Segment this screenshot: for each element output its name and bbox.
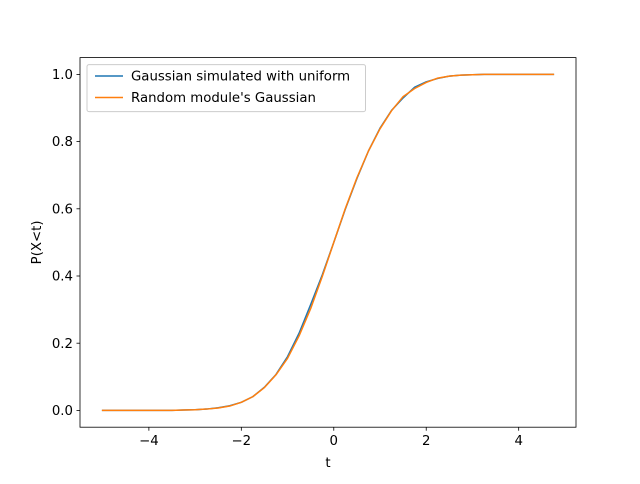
- y-tick-label: 0.6: [52, 202, 73, 217]
- series-line-1: [101, 73, 555, 412]
- legend: Gaussian simulated with uniform Random m…: [86, 64, 366, 113]
- x-tick-label: 4: [514, 434, 522, 449]
- plot-frame: [79, 57, 577, 428]
- y-axis-label: P(X<t): [30, 220, 45, 264]
- legend-box: [86, 64, 366, 113]
- y-axis-ticks: 0.0 0.2 0.4 0.6 0.8 1.0: [52, 68, 80, 419]
- x-axis-label: t: [325, 456, 330, 471]
- x-tick-label: −2: [232, 434, 252, 449]
- x-tick-label: 0: [330, 434, 338, 449]
- y-tick-label: 0.4: [52, 270, 73, 285]
- x-axis-ticks: −4 −2 0 2 4: [139, 427, 523, 449]
- y-tick-label: 1.0: [52, 68, 73, 83]
- y-tick-label: 0.8: [52, 135, 73, 150]
- x-tick-label: −4: [139, 434, 159, 449]
- y-tick-label: 0.0: [52, 404, 73, 419]
- series-layer: [101, 73, 555, 412]
- legend-label-series-1: Random module's Gaussian: [131, 91, 316, 106]
- legend-label-series-0: Gaussian simulated with uniform: [131, 70, 350, 85]
- x-tick-label: 2: [422, 434, 430, 449]
- y-tick-label: 0.2: [52, 337, 73, 352]
